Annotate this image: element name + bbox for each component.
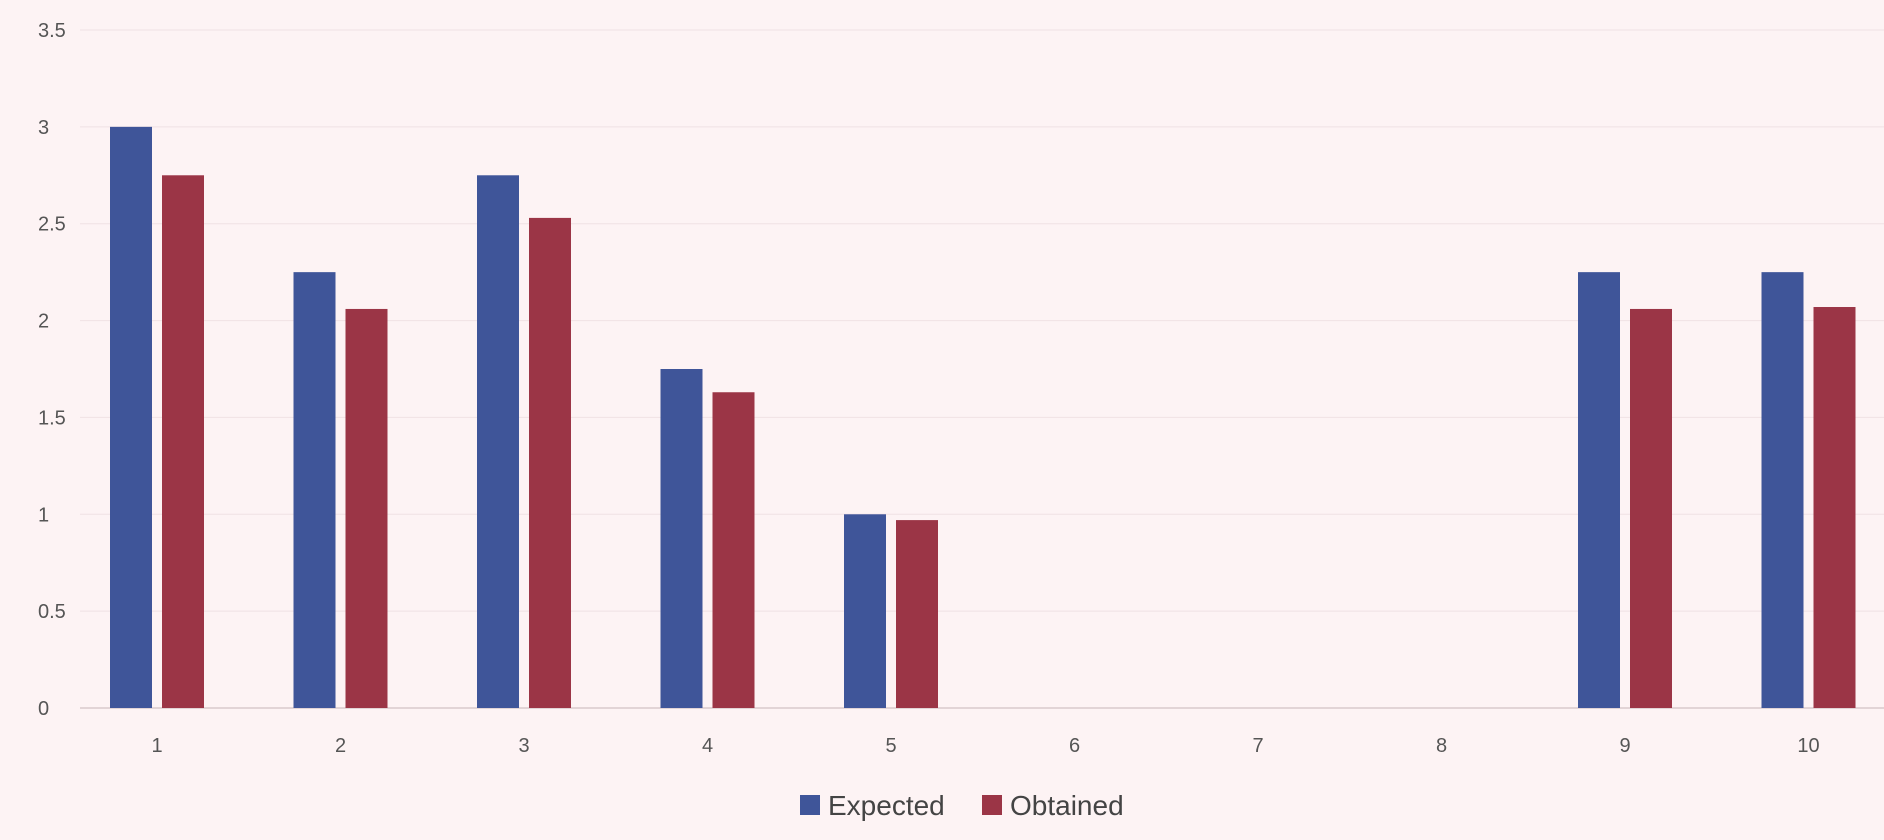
x-tick-label: 1	[151, 735, 162, 757]
y-tick-label: 1.5	[38, 407, 66, 429]
y-tick-label: 3.5	[38, 20, 66, 42]
legend-label-expected: Expected	[828, 790, 945, 821]
bar-obtained-2	[345, 308, 388, 708]
legend-swatch-obtained	[982, 795, 1002, 815]
legend: Expected Obtained	[800, 790, 1124, 821]
bar-expected-10	[1761, 272, 1804, 708]
bar-obtained-1	[162, 175, 204, 709]
bar-expected-2	[293, 272, 336, 708]
x-tick-label: 8	[1436, 735, 1447, 757]
bar-obtained-3	[529, 217, 571, 708]
x-tick-label: 6	[1069, 735, 1080, 757]
bar-expected-3	[477, 175, 519, 709]
bar-expected-1	[110, 126, 152, 709]
y-tick-label: 2.5	[38, 214, 66, 236]
x-tick-label: 10	[1797, 735, 1819, 757]
bar-obtained-4	[712, 392, 755, 708]
bar-expected-4	[660, 369, 703, 708]
bar-obtained-5	[896, 520, 938, 708]
y-tick-label: 0.5	[38, 601, 66, 623]
x-axis-ticks: 1 2 3 4 5 6 7 8 9 10	[151, 735, 1819, 757]
y-tick-label: 1	[38, 504, 49, 526]
y-axis-ticks: 0 0.5 1 1.5 2 2.5 3 3.5	[38, 20, 66, 720]
x-tick-label: 5	[885, 735, 896, 757]
y-tick-label: 0	[38, 698, 49, 720]
legend-swatch-expected	[800, 795, 820, 815]
bar-obtained-10	[1813, 307, 1856, 708]
x-tick-label: 2	[335, 735, 346, 757]
x-tick-label: 9	[1619, 735, 1630, 757]
bars	[110, 126, 1856, 709]
x-tick-label: 3	[518, 735, 529, 757]
x-tick-label: 7	[1252, 735, 1263, 757]
bar-expected-5	[844, 514, 886, 708]
x-tick-label: 4	[702, 735, 713, 757]
y-tick-label: 3	[38, 117, 49, 139]
y-tick-label: 2	[38, 311, 49, 333]
bar-expected-9	[1578, 272, 1620, 708]
bar-obtained-9	[1630, 308, 1672, 708]
legend-label-obtained: Obtained	[1010, 790, 1124, 821]
